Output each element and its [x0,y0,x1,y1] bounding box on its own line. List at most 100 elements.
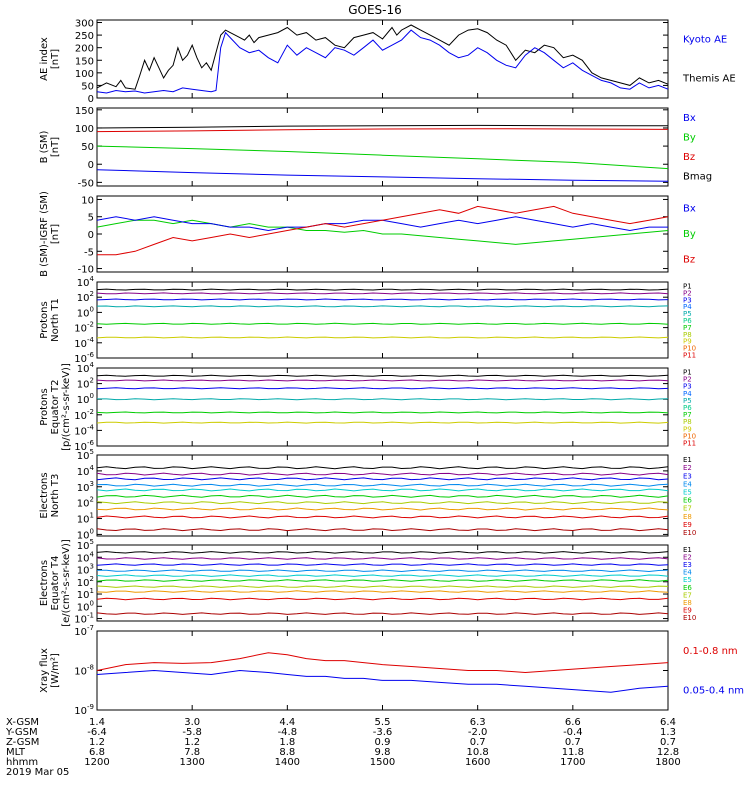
legend-entry: E6 [683,497,692,505]
x-table-value: 1500 [370,757,395,768]
y-tick-label: 100 [77,305,94,319]
series-line-e2 [96,472,669,476]
x-table-row-label: X-GSM [6,717,39,728]
series-line-p5 [96,322,669,325]
x-table-value: 9.8 [375,747,391,758]
legend-entry: P8 [683,331,692,339]
legend-entry: P3 [683,383,692,391]
legend-entry: 0.05-0.4 nm [683,685,744,696]
series-line-p6 [96,421,669,424]
y-tick-label: 300 [75,19,94,30]
series-line-e6 [96,494,669,498]
x-table-value: 6.4 [660,717,676,728]
y-tick-label: 104 [77,464,95,478]
legend-entry: P6 [683,404,692,412]
x-table-value: 8.8 [279,747,295,758]
series-line-e5 [96,574,669,577]
x-table-value: 6.6 [565,717,581,728]
legend-entry: E2 [683,464,692,472]
x-table-value: 1.2 [184,737,200,748]
series-line-kyotoae [96,29,669,94]
x-table-value: 4.4 [279,717,295,728]
y-axis-label: [nT] [50,224,61,244]
x-table-value: -3.6 [373,727,393,738]
y-axis-label: [p/(cm²-s-sr-keV)] [61,363,72,451]
series-line-by [96,145,669,170]
x-table-value: 3.0 [184,717,200,728]
series-line-bmag [96,124,668,129]
x-table-value: 6.3 [470,717,486,728]
legend-entry: P2 [683,376,692,384]
y-tick-label: 104 [77,275,95,289]
series-line-e3 [96,563,669,566]
y-tick-label: 10-2 [74,408,94,422]
legend-entry: By [683,229,696,240]
legend-entry: P10 [683,345,696,353]
legend-entry: E8 [683,513,692,521]
y-tick-label: 10-4 [74,423,94,437]
series-line-p6 [96,336,669,339]
y-tick-label: 105 [77,448,94,462]
legend-entry: E3 [683,561,692,569]
y-tick-label: 150 [75,56,94,67]
y-axis-label: Xray flux [39,648,50,693]
x-table-value: 0.7 [565,737,581,748]
x-table-row-label: Z-GSM [6,737,39,748]
series-line-e1 [96,466,669,470]
panel-frame [96,630,669,711]
series-line-e7 [96,501,669,505]
series-line-bz [96,128,669,133]
x-table-row-label: hhmm [6,757,38,768]
y-tick-label: -50 [78,178,94,189]
x-table-value: -4.8 [278,727,298,738]
legend-entry: E1 [683,546,692,554]
legend-entry: 0.1-0.8 nm [683,646,738,657]
x-table-value: 7.8 [184,747,200,758]
x-table-value: 1.2 [89,737,105,748]
x-axis-table: X-GSM 1.4 3.0 4.4 5.5 6.3 6.6 6.4 Y-GSM -6.4 -5.8 -… [5,717,681,778]
x-table-value: 1.4 [89,717,105,728]
legend-entry: E8 [683,599,692,607]
x-table-value: 1400 [275,757,300,768]
legend-entry: Bx [683,113,696,124]
panel-frame [96,544,669,622]
y-tick-label: 0 [88,230,94,241]
legend-entry: P11 [683,439,696,447]
x-table-value: 1.3 [660,727,676,738]
y-tick-label: 101 [77,512,94,526]
x-table-value: 10.8 [467,747,489,758]
legend-entry: P11 [683,352,696,360]
series-line-0108nm [96,652,669,674]
panel-bdiff: -10 -5 0 5 10 B (SM)-IGRF (SM) [nT] Bx By Bz [39,191,696,277]
series-line-p2 [96,292,669,295]
legend-entry: P7 [683,411,692,419]
x-table-value: -2.0 [468,727,488,738]
y-axis-label: [W/m²] [50,653,61,688]
legend-entry: P10 [683,432,696,440]
legend-entry: P1 [683,282,692,290]
legend-entry: E3 [683,472,692,480]
legend-entry: P5 [683,397,692,405]
panel-xray: 10-9 10-8 10-7 Xray flux [W/m²] 0.1-0.8 nm 0.0… [39,624,744,717]
y-axis-label: Electrons [39,472,50,518]
series-line-p3 [96,387,669,390]
y-axis-label: North T1 [50,298,61,342]
legend-entry: E4 [683,480,692,488]
y-tick-label: 10-4 [74,336,94,350]
series-line-e3 [96,477,669,481]
series-line-e9 [96,515,669,519]
series-line-e8 [96,507,669,511]
legend-entry: Bz [683,152,695,163]
y-axis-label: Equator T4 [50,556,61,611]
legend-entry: By [683,132,696,143]
y-axis-label: North T3 [50,474,61,518]
legend-entry: P1 [683,369,692,377]
x-table-value: 1800 [655,757,680,768]
legend-entry: E5 [683,576,692,584]
series-line-e5 [96,488,669,492]
legend-entry: E10 [683,529,696,537]
y-tick-label: 10-2 [74,321,94,335]
